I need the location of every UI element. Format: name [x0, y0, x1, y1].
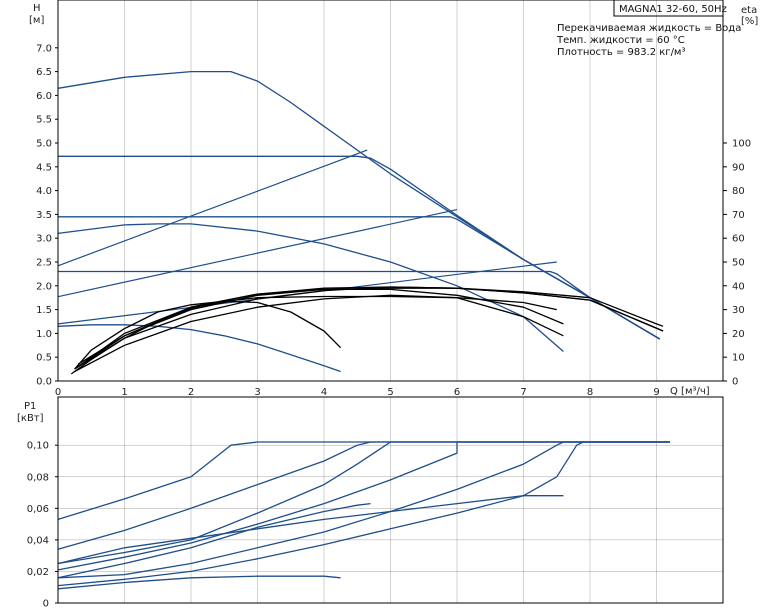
h-tick-label: 3.0: [36, 234, 52, 245]
system-curve: [57, 209, 458, 298]
h-axis-label: H: [33, 3, 41, 14]
power-curve: [57, 495, 564, 565]
x-tick-label: 1: [121, 387, 127, 398]
hq-curve: [57, 70, 661, 340]
eta-tick-label: 70: [732, 210, 745, 221]
x-tick-label: 8: [587, 387, 593, 398]
p1-tick-label: 0,10: [27, 441, 49, 452]
power-curve: [57, 441, 670, 571]
h-tick-label: 0.0: [36, 377, 52, 388]
eta-tick-label: 10: [732, 353, 745, 364]
h-tick-label: 7.0: [36, 43, 52, 54]
q-axis-label: Q [м³/ч]: [670, 386, 710, 397]
x-tick-label: 3: [254, 387, 260, 398]
system-curve: [57, 149, 368, 267]
h-tick-label: 6.5: [36, 67, 52, 78]
h-tick-label: 5.5: [36, 115, 52, 126]
h-tick-label: 0.5: [36, 353, 52, 364]
upper-plot-frame: [57, 0, 724, 382]
x-tick-label: 0: [55, 387, 61, 398]
power-curve: [57, 575, 341, 590]
h-tick-label: 1.0: [36, 329, 52, 340]
hq-curve: [58, 155, 661, 340]
info-line-temperature: Темп. жидкости = 60 °C: [556, 35, 685, 46]
h-tick-label: 2.0: [36, 281, 52, 292]
h-tick-label: 3.5: [36, 210, 52, 221]
p1-tick-label: 0: [43, 599, 49, 610]
p1-axis-label: P1: [24, 401, 36, 412]
power-curve: [57, 441, 670, 587]
h-tick-label: 4.5: [36, 162, 52, 173]
x-tick-label: 7: [520, 387, 526, 398]
power-curve: [57, 441, 670, 565]
efficiency-curve: [74, 286, 664, 370]
power-curve: [57, 502, 371, 579]
eta-tick-label: 90: [732, 162, 745, 173]
info-line-density: Плотность = 983.2 кг/м³: [557, 47, 686, 58]
eta-axis-unit: [%]: [741, 16, 758, 27]
efficiency-curve: [77, 286, 664, 368]
info-line-fluid: Перекачиваемая жидкость = Вода: [557, 23, 741, 34]
x-tick-label: 9: [653, 387, 659, 398]
lower-curves: [57, 441, 670, 590]
p1-tick-label: 0,08: [27, 472, 49, 483]
p1-tick-label: 0,02: [27, 567, 49, 578]
power-curve: [57, 441, 670, 521]
efficiency-curve: [74, 300, 342, 370]
lower-grid: [55, 397, 723, 604]
upper-grid: [55, 0, 727, 382]
eta-tick-label: 0: [732, 377, 738, 388]
h-tick-label: 1.5: [36, 305, 52, 316]
eta-tick-label: 60: [732, 234, 745, 245]
eta-tick-label: 40: [732, 281, 745, 292]
x-tick-label: 4: [321, 387, 327, 398]
upper-curves: [57, 70, 664, 375]
x-tick-label: 2: [188, 387, 194, 398]
h-tick-label: 2.5: [36, 258, 52, 269]
lower-plot-frame: [57, 396, 724, 604]
h-tick-label: 5.0: [36, 139, 52, 150]
p1-tick-label: 0,06: [27, 504, 49, 515]
eta-tick-label: 20: [732, 329, 745, 340]
h-axis-unit: [м]: [29, 15, 44, 26]
h-tick-label: 4.0: [36, 186, 52, 197]
h-tick-label: 6.0: [36, 91, 52, 102]
eta-tick-label: 80: [732, 186, 745, 197]
hq-curve: [57, 324, 341, 373]
eta-tick-label: 100: [732, 139, 751, 150]
p1-axis-unit: [кВт]: [17, 413, 44, 424]
tick-labels: 0 1 2 3 4 5 6 7 8 9 0.0 0.5 1.0 1.5 2.0 2.5 3.0 3.5 4.0 4.5…: [27, 43, 751, 609]
x-tick-label: 6: [454, 387, 460, 398]
chart-title: MAGNA1 32-60, 50Hz: [619, 4, 727, 15]
x-tick-label: 5: [387, 387, 393, 398]
efficiency-curve: [74, 294, 564, 373]
eta-tick-label: 50: [732, 258, 745, 269]
eta-tick-label: 30: [732, 305, 745, 316]
power-curve: [57, 441, 670, 550]
p1-tick-label: 0,04: [27, 535, 49, 546]
hq-curve: [58, 216, 661, 340]
hq-curve: [58, 270, 661, 340]
eta-axis-label: eta: [741, 5, 757, 16]
